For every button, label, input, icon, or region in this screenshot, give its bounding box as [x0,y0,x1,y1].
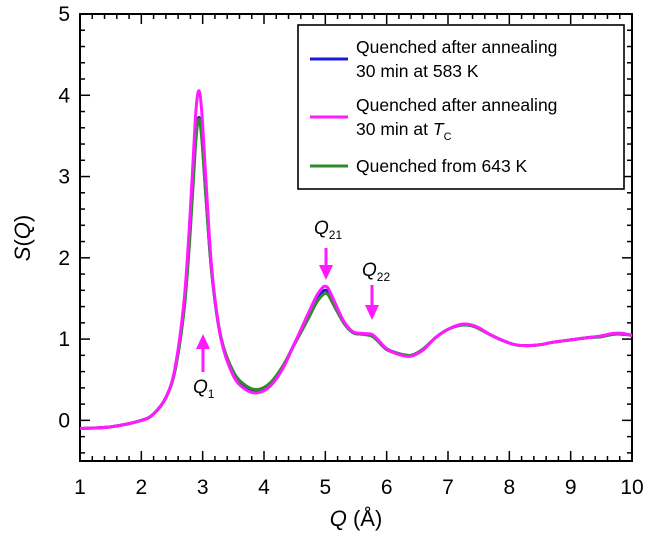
x-tick-label: 7 [442,476,454,499]
legend: Quenched after annealing 30 min at 583 K… [297,24,625,190]
y-tick-label: 4 [58,84,70,107]
y-tick-labels: 0 1 2 3 4 5 [58,3,70,432]
q1-arrow [196,334,210,372]
x-tick-label: 2 [135,476,147,499]
x-axis-label: Q (Å) [330,506,383,531]
x-tick-label: 8 [503,476,515,499]
axis-ticks [79,13,633,461]
q21-label: Q21 [314,218,342,242]
annotation-arrows [196,248,379,372]
x-tick-labels: 1 2 3 4 5 6 7 8 9 10 [74,476,644,499]
x-tick-label: 10 [620,476,643,499]
q22-label: Q22 [362,260,390,284]
y-tick-label: 0 [58,409,70,432]
x-tick-label: 3 [197,476,209,499]
legend-entry-3: Quenched from 643 K [356,156,528,176]
legend-entry-2-line-2: 30 min at TC [356,119,452,143]
x-tick-label: 1 [74,476,86,499]
legend-entry-1-line-1: Quenched after annealing [356,37,557,57]
x-tick-label: 4 [258,476,270,499]
q22-arrow [365,285,379,320]
y-tick-label: 3 [58,166,70,189]
legend-entry-2-line-1: Quenched after annealing [356,95,557,115]
y-tick-label: 2 [58,247,70,270]
y-tick-label: 1 [58,328,70,351]
legend-box [297,24,625,190]
legend-entry-1-line-2: 30 min at 583 K [356,61,479,81]
x-tick-label: 5 [319,476,331,499]
q1-label: Q1 [193,377,215,401]
series-group [79,89,633,430]
y-tick-label: 5 [58,3,70,26]
series-line-tc [79,89,633,430]
x-tick-label: 6 [381,476,393,499]
plot-frame [79,13,633,462]
y-axis-label: S(Q) [10,215,35,261]
x-tick-label: 9 [565,476,577,499]
q21-arrow [319,248,333,280]
